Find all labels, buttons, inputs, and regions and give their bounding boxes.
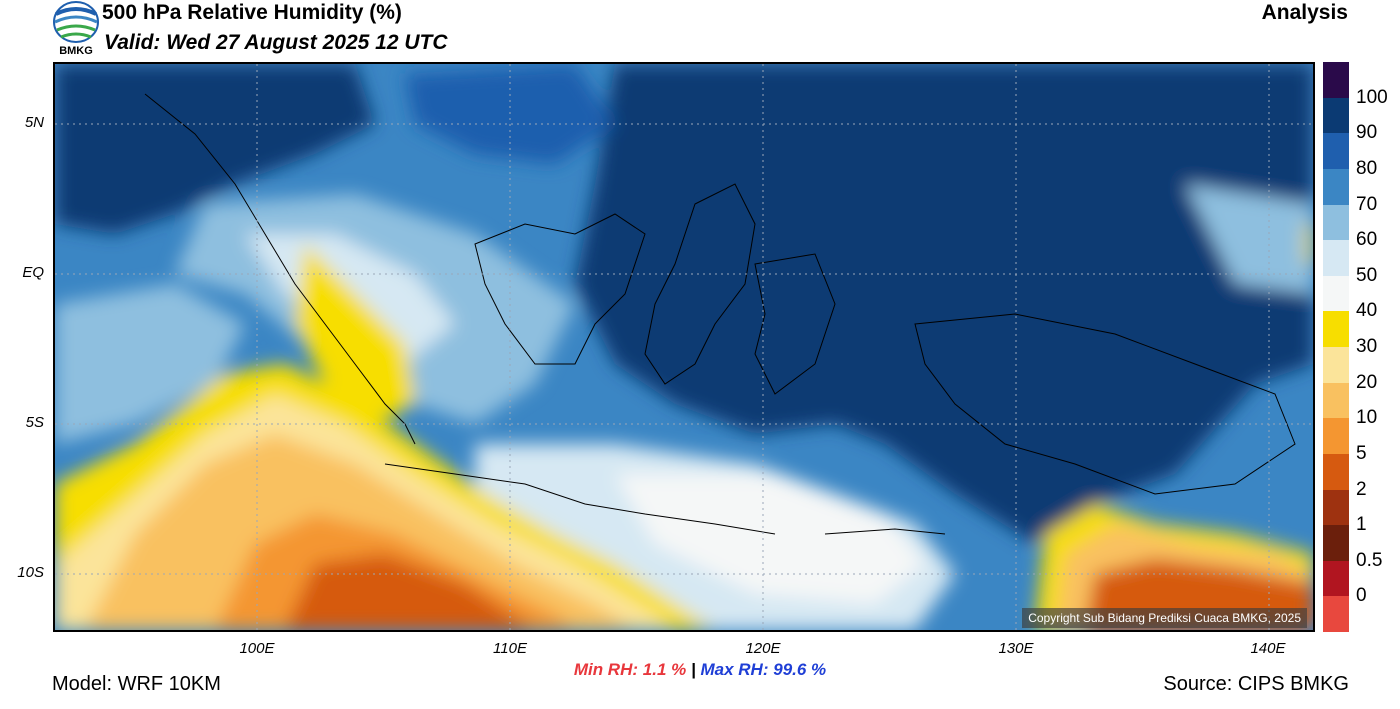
colorbar-level-label: 20 [1356,371,1378,393]
colorbar-level-label: 60 [1356,229,1378,251]
colorbar-level-label: 2 [1356,478,1367,500]
colorbar-segment [1323,418,1349,454]
colorbar-segment [1323,347,1349,383]
chart-title: 500 hPa Relative Humidity (%) [102,1,402,24]
colorbar-segment [1323,382,1349,419]
colorbar-segment [1323,133,1349,169]
coastlines [144,93,1296,535]
colorbar-segment [1323,596,1349,632]
bmkg-logo-emblem [53,1,99,43]
lat-label-5n: 5N [24,114,44,131]
lon-label-110e: 110E [493,640,527,657]
lon-label-140e: 140E [1250,640,1286,657]
colorbar-level-label: 1 [1356,514,1367,536]
graticule [55,64,1313,630]
lon-label-120e: 120E [745,640,781,657]
max-rh-value: 99.6 % [773,660,827,679]
lat-label-5s: 5S [25,414,44,431]
source-label: Source: CIPS BMKG [1163,673,1349,695]
lon-label-100e: 100E [239,640,275,657]
min-rh-label: Min RH: [573,660,639,679]
colorbar-segment [1323,97,1349,134]
lon-label-130e: 130E [998,640,1034,657]
colorbar-segment [1323,311,1349,347]
rh-statistics: Min RH: 1.1 % | Max RH: 99.6 % [0,660,1400,680]
lat-label-eq: EQ [22,264,44,281]
colorbar-segment [1323,204,1349,241]
lat-label-10s: 10S [17,564,44,581]
humidity-field [55,64,1313,630]
bmkg-logo: BMKG [52,0,100,60]
colorbar-segment [1323,489,1349,526]
colorbar-segment [1323,168,1349,205]
humidity-map: Copyright Sub Bidang Prediksi Cuaca BMKG… [53,62,1315,632]
colorbar-level-label: 100 [1356,86,1388,108]
colorbar-segment [1323,275,1349,312]
colorbar-level-label: 0 [1356,585,1367,607]
colorbar-segment [1323,240,1349,276]
valid-time: Valid: Wed 27 August 2025 12 UTC [104,31,448,54]
copyright-notice: Copyright Sub Bidang Prediksi Cuaca BMKG… [1022,608,1307,628]
model-label: Model: WRF 10KM [52,673,221,695]
colorbar-level-label: 90 [1356,122,1378,144]
colorbar-level-label: 40 [1356,300,1378,322]
colorbar-level-label: 5 [1356,442,1367,464]
stats-separator: | [690,660,696,679]
colorbar-level-label: 50 [1356,264,1378,286]
colorbar-segment [1323,560,1349,597]
colorbar-level-label: 10 [1356,407,1378,429]
colorbar-level-label: 70 [1356,193,1378,215]
min-rh-value: 1.1 % [642,660,687,679]
colorbar-level-label: 30 [1356,336,1378,357]
colorbar-segment [1323,525,1349,561]
max-rh-label: Max RH: [700,660,769,679]
analysis-label: Analysis [1261,1,1348,24]
colorbar [1323,62,1349,632]
colorbar-level-label: 0.5 [1356,549,1383,571]
colorbar-segment [1323,453,1349,490]
colorbar-segment [1323,62,1349,98]
bmkg-logo-text: BMKG [59,45,93,57]
colorbar-level-label: 80 [1356,157,1378,179]
